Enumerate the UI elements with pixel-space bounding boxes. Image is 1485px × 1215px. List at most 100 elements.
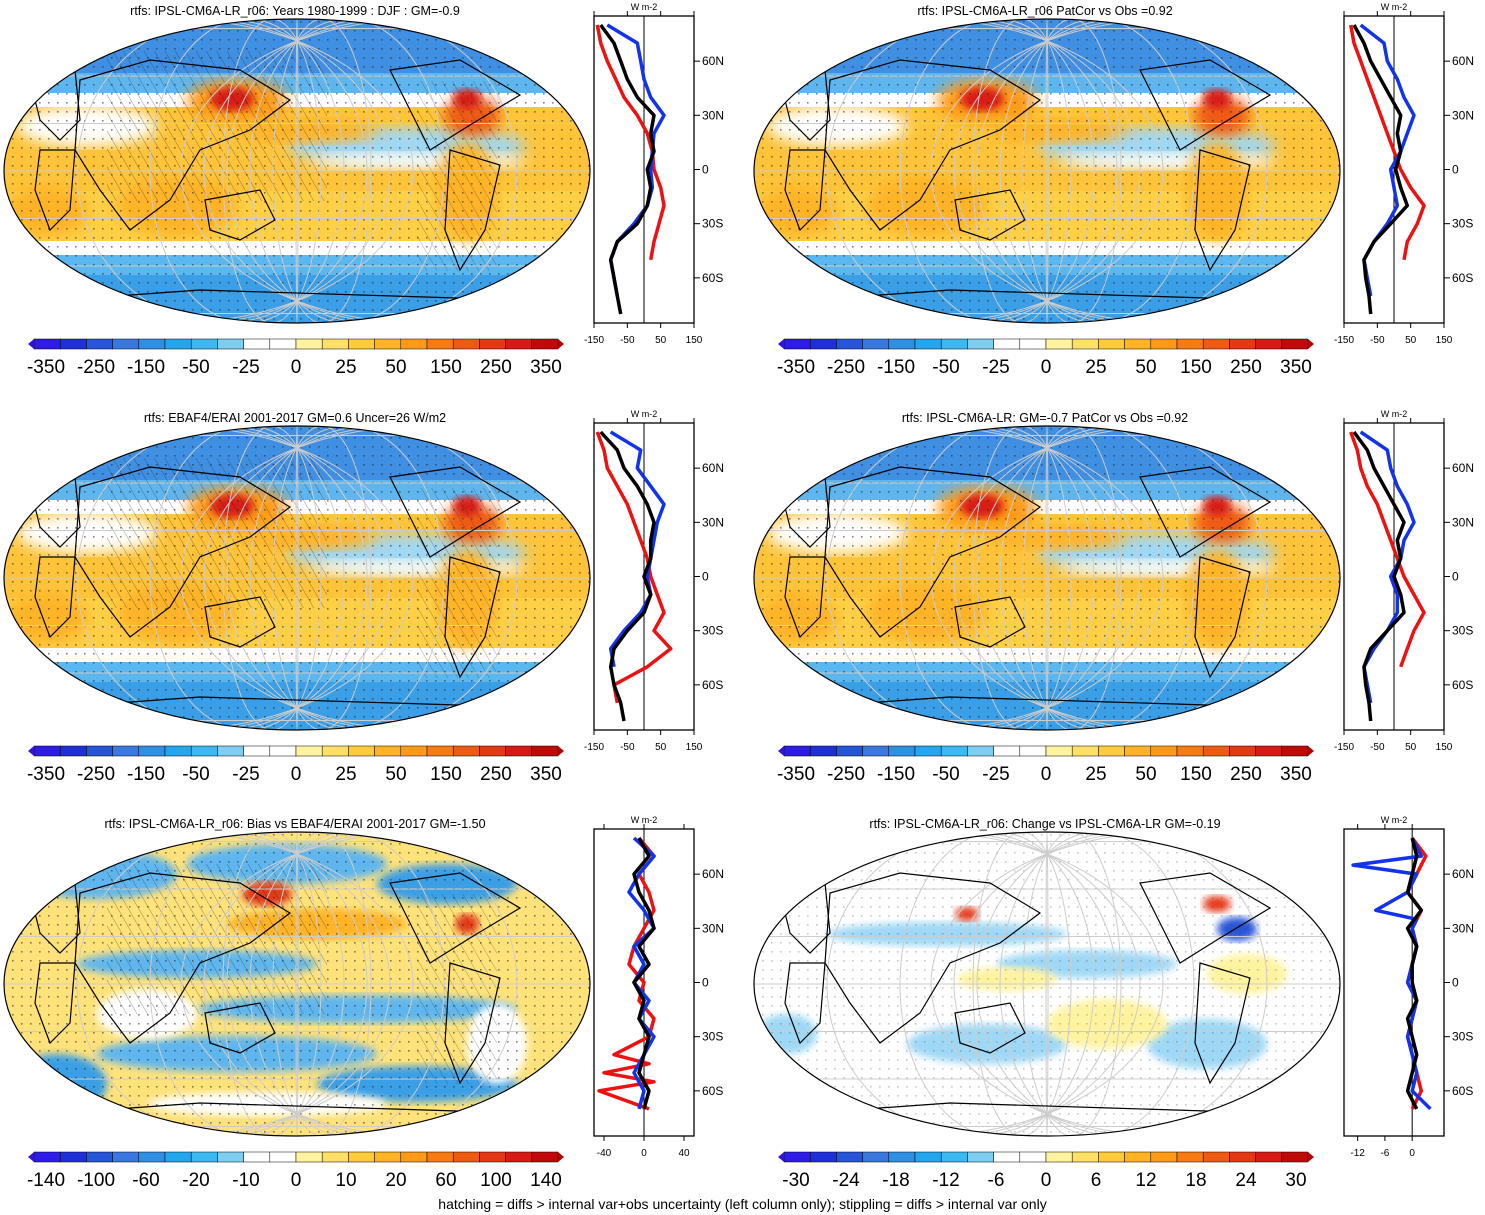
- colorbar-swatch: [783, 1151, 811, 1163]
- x-tick-label: 50: [1405, 742, 1417, 753]
- hatching: [417, 894, 497, 1084]
- colorbar-label: -12: [932, 1170, 959, 1191]
- map-title: rtfs: IPSL-CM6A-LR_r06: Change vs IPSL-C…: [869, 817, 1220, 831]
- anomaly-blob: [1243, 843, 1271, 855]
- colorbar-label: -250: [77, 764, 115, 785]
- colorbar-label: 50: [385, 764, 406, 785]
- colorbar-swatch: [321, 1151, 349, 1163]
- meridian-line: [149, 832, 345, 1136]
- coastline: [444, 962, 501, 1085]
- coastline: [954, 596, 1026, 648]
- colorbar-label: 350: [1280, 764, 1312, 785]
- colorbar-swatch: [400, 1151, 428, 1163]
- meridian-line: [899, 426, 1095, 730]
- colorbar-label: -25: [982, 764, 1009, 785]
- colorbar-label: 140: [530, 1170, 562, 1191]
- meridian-line: [1045, 832, 1049, 1136]
- colorbar-swatch: [967, 338, 994, 350]
- meridian-line: [249, 426, 445, 730]
- colorbar-label: 350: [530, 357, 562, 378]
- meridian-line: [249, 19, 445, 323]
- profile-unit: W m-2: [1381, 815, 1408, 825]
- meridian-line: [222, 832, 322, 1136]
- coastline: [954, 1002, 1026, 1054]
- colorbar-label: -150: [127, 357, 165, 378]
- meridian-line: [4, 426, 391, 730]
- hatching: [417, 488, 497, 678]
- colorbar-swatch: [190, 1151, 218, 1163]
- meridian-line: [1022, 832, 1122, 1136]
- x-tick-label: -50: [620, 335, 635, 346]
- colorbar-swatch: [374, 338, 402, 350]
- colorbar-swatch: [112, 1151, 140, 1163]
- meridian-line: [999, 19, 1195, 323]
- colorbar-swatch: [452, 1151, 480, 1163]
- colorbar-label: 350: [1280, 357, 1312, 378]
- lat-tick-label: 60N: [702, 54, 724, 68]
- colorbar-arrow-left: [28, 746, 34, 756]
- meridian-line: [272, 426, 372, 730]
- colorbar-label: 250: [1230, 764, 1262, 785]
- map-field: [4, 19, 590, 323]
- lat-tick-label: 30N: [1452, 108, 1474, 122]
- colorbar-swatch: [479, 745, 506, 757]
- colorbar-swatch: [400, 338, 428, 350]
- colorbar-swatch: [1045, 338, 1073, 350]
- colorbar-swatch: [59, 338, 87, 350]
- x-tick-label: -150: [1334, 335, 1354, 346]
- meridian-line: [76, 19, 368, 323]
- colorbar-swatch: [33, 745, 61, 757]
- x-tick-label: -50: [1370, 335, 1385, 346]
- profile-unit: W m-2: [631, 2, 658, 12]
- lat-tick-label: 30N: [1452, 515, 1474, 529]
- colorbar-swatch: [940, 338, 968, 350]
- colorbar-swatch: [269, 1151, 297, 1163]
- colorbar-swatch: [112, 338, 140, 350]
- colorbar-label: 0: [291, 357, 302, 378]
- colorbar-swatch: [321, 745, 349, 757]
- x-tick-label: -150: [584, 335, 604, 346]
- colorbar-swatch: [348, 745, 375, 757]
- colorbar-swatch: [888, 1151, 916, 1163]
- colorbar-swatch: [1202, 745, 1230, 757]
- profile-series-black: [1405, 837, 1424, 1110]
- meridian-line: [899, 832, 1095, 1136]
- colorbar-swatch: [295, 338, 323, 350]
- coastline: [389, 59, 522, 151]
- coastline: [74, 872, 292, 1044]
- footer-note: hatching = diffs > internal var+obs unce…: [438, 1196, 1047, 1212]
- colorbar-label: -50: [182, 357, 209, 378]
- colorbar-label: -250: [77, 357, 115, 378]
- colorbar-swatch: [112, 745, 140, 757]
- x-tick-label: 150: [1436, 335, 1453, 346]
- coastline: [1194, 962, 1251, 1085]
- colorbar-label: 100: [480, 1170, 512, 1191]
- colorbar-swatch: [1150, 1151, 1178, 1163]
- colorbar-label: 250: [1230, 357, 1262, 378]
- colorbar-label: 150: [430, 357, 462, 378]
- meridian-line: [826, 19, 1118, 323]
- meridian-line: [149, 426, 345, 730]
- profile-frame: [1343, 828, 1445, 1137]
- meridian-line: [754, 426, 1164, 730]
- hatching: [417, 81, 497, 271]
- colorbar-label: 0: [291, 1170, 302, 1191]
- coastline: [824, 872, 1042, 1044]
- x-tick-label: 0: [641, 1148, 647, 1159]
- lat-tick-label: 60S: [702, 271, 723, 285]
- colorbar-swatch: [426, 1151, 454, 1163]
- colorbar-label: 250: [480, 764, 512, 785]
- lat-tick-label: 0: [702, 976, 709, 990]
- colorbar-swatch: [531, 338, 559, 350]
- profile-series-red: [1349, 431, 1426, 668]
- meridian-line: [149, 19, 345, 323]
- colorbar-label: 12: [1135, 1170, 1156, 1191]
- colorbar-label: -150: [877, 357, 915, 378]
- meridian-line: [76, 832, 368, 1136]
- map-title: rtfs: IPSL-CM6A-LR_r06 PatCor vs Obs =0.…: [917, 4, 1172, 18]
- meridian-line: [1045, 426, 1049, 730]
- colorbar-label: 150: [1180, 764, 1212, 785]
- map-field: [4, 426, 590, 730]
- colorbar-swatch: [138, 338, 166, 350]
- colorbar-swatch: [862, 338, 890, 350]
